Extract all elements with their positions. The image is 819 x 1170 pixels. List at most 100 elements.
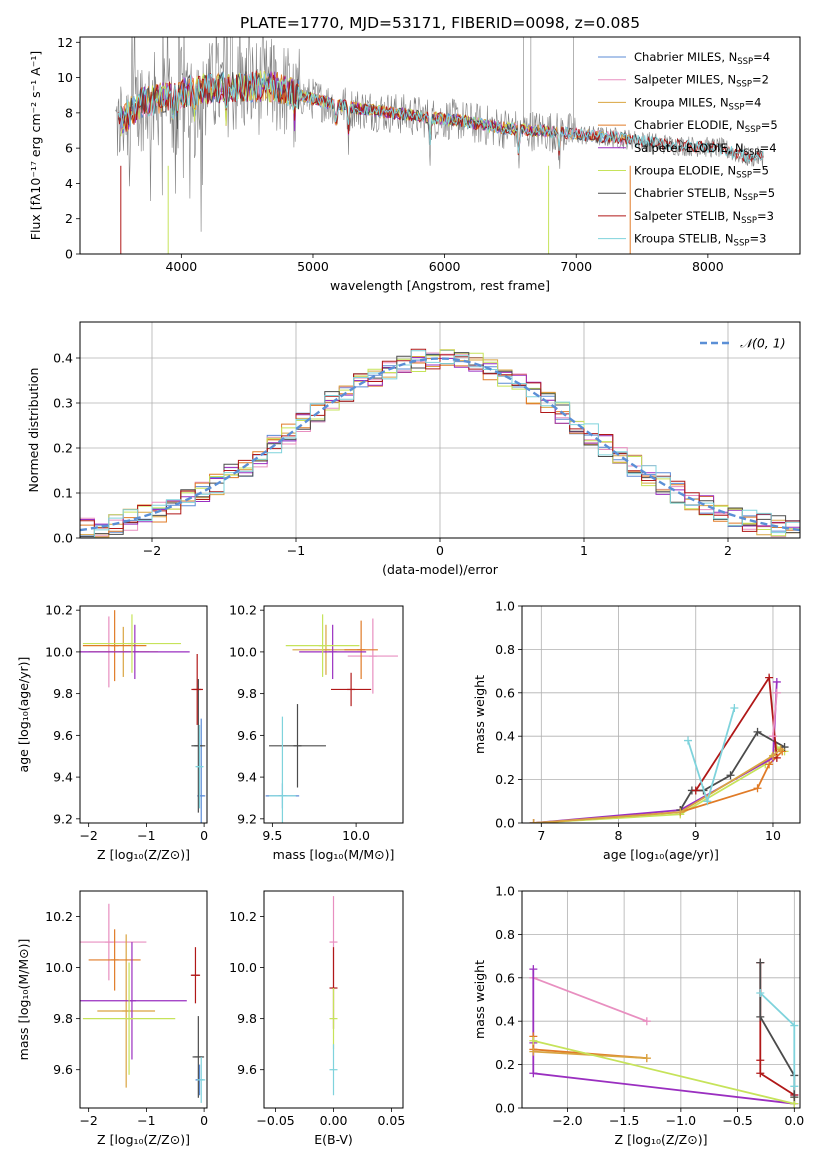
- x-tick-label: −1.5: [609, 1113, 639, 1128]
- x-tick-label: −1.0: [666, 1113, 696, 1128]
- mass-weight-line: [532, 976, 648, 1023]
- legend-subscript: SSP: [729, 102, 745, 112]
- legend-text-tail: =4: [744, 95, 761, 109]
- age-vs-mass-panel: 9.5 10.0 9.2 9.4 9.6 9.8 10.0 10.2 mass [log₁₀(M…: [229, 603, 404, 862]
- x-axis-label: mass [log₁₀(M/M⊙)]: [273, 847, 395, 862]
- legend-subscript: SSP: [742, 193, 758, 203]
- mass-weight-marker: [529, 819, 538, 823]
- figure-title: PLATE=1770, MJD=53171, FIBERID=0098, z=0…: [240, 14, 640, 32]
- x-tick-label: −2: [143, 543, 161, 558]
- legend-text: Kroupa MILES, N: [634, 95, 729, 109]
- legend-entry: Chabrier MILES, NSSP=4: [634, 50, 770, 67]
- mass-weight-marker: [765, 673, 774, 682]
- y-tick-label: 0: [65, 247, 73, 262]
- y-tick-label: 9.4: [237, 770, 257, 785]
- mass-vs-metallicity-panel: −2 −1 0 9.6 9.8 10.0 10.2 Z [log₁₀(Z/Z⊙)] mass […: [16, 890, 208, 1147]
- x-tick-label: 9: [692, 828, 700, 843]
- legend-text-tail: =3: [757, 209, 774, 223]
- mass-weight-line: [533, 748, 782, 823]
- legend-entry: Chabrier ELODIE, NSSP=5: [634, 118, 778, 135]
- x-axis-label: Z [log₁₀(Z/Z⊙)]: [615, 1132, 708, 1147]
- y-tick-label: 0.4: [53, 351, 73, 366]
- y-tick-label: 0.0: [53, 531, 73, 546]
- legend-text-tail: =5: [752, 164, 769, 178]
- mass-weight-line: [772, 692, 778, 737]
- legend-entry: Kroupa ELODIE, NSSP=5: [634, 164, 769, 181]
- plot-area: [265, 614, 398, 823]
- grid: [522, 890, 800, 1109]
- mass-weight-line: [533, 681, 778, 823]
- x-tick-label: 8000: [692, 259, 724, 274]
- y-tick-label: 0.2: [53, 441, 73, 456]
- legend-subscript: SSP: [736, 80, 752, 90]
- y-tick-label: 4: [65, 176, 73, 191]
- y-tick-label: 0.6: [495, 685, 515, 700]
- mass-weight-marker: [730, 703, 739, 712]
- y-tick-label: 2: [65, 211, 73, 226]
- x-tick-label: 1: [580, 543, 588, 558]
- y-axis-label: Flux [fλ10⁻¹⁷ erg cm⁻² s⁻¹ A⁻¹]: [28, 51, 43, 240]
- mass-weight-marker: [703, 797, 712, 806]
- mass-weight-line: [759, 962, 795, 1096]
- mass-weight-marker: [790, 1082, 799, 1091]
- x-tick-label: −1: [137, 828, 155, 843]
- y-tick-label: 0.3: [53, 396, 73, 411]
- plot-area: [529, 673, 789, 823]
- mass-weight-marker: [756, 1012, 765, 1021]
- mass-weight-marker: [790, 1021, 799, 1030]
- y-tick-label: 9.6: [53, 728, 73, 743]
- x-tick-label: 0: [200, 1113, 208, 1128]
- legend-text: Salpeter STELIB, N: [634, 209, 741, 223]
- y-tick-label: 1.0: [495, 884, 515, 899]
- y-axis-label: mass weight: [472, 960, 487, 1039]
- mass-weight-marker: [768, 732, 777, 741]
- x-axis-label: (data-model)/error: [382, 562, 499, 577]
- mass-weight-marker: [756, 988, 765, 997]
- mass-weight-marker: [529, 1036, 538, 1045]
- y-tick-label: 9.8: [237, 686, 257, 701]
- y-tick-label: 10.2: [45, 909, 73, 924]
- y-tick-label: 10.0: [229, 960, 257, 975]
- mass-weight-marker: [756, 958, 765, 967]
- legend-text: Kroupa ELODIE, N: [634, 164, 736, 178]
- legend-entry: Salpeter ELODIE, NSSP=4: [634, 141, 777, 158]
- legend-text: Chabrier STELIB, N: [634, 186, 742, 200]
- mass-weight-marker: [776, 745, 785, 754]
- x-axis-label: E(B-V): [314, 1132, 353, 1147]
- mass-weight-marker: [756, 1069, 765, 1078]
- x-tick-label: 0.05: [377, 1113, 405, 1128]
- y-tick-label: 9.8: [53, 686, 73, 701]
- legend-subscript: SSP: [734, 239, 750, 249]
- x-axis-label: wavelength [Angstrom, rest frame]: [330, 278, 550, 293]
- x-tick-label: 10.0: [342, 828, 370, 843]
- mass-weight-marker: [753, 727, 762, 736]
- y-tick-label: 9.6: [53, 1062, 73, 1077]
- x-tick-label: 0.0: [784, 1113, 804, 1128]
- y-tick-label: 0.4: [495, 729, 515, 744]
- axes-frame: [263, 605, 404, 824]
- legend-text: Salpeter MILES, N: [634, 73, 736, 87]
- legend-entry: Salpeter STELIB, NSSP=3: [634, 209, 774, 226]
- mass-weight-marker: [756, 1056, 765, 1065]
- mass-weight-marker: [642, 1017, 651, 1026]
- x-tick-label: −0.05: [256, 1113, 294, 1128]
- legend-text-tail: =4: [753, 50, 770, 64]
- plot-area: [80, 348, 800, 538]
- y-tick-label: 10: [57, 70, 73, 85]
- legend-entry: 𝒩(0, 1): [740, 336, 786, 351]
- y-tick-label: 9.2: [53, 811, 73, 826]
- y-axis-label: mass weight: [472, 675, 487, 754]
- y-tick-label: 9.6: [237, 1062, 257, 1077]
- legend-entry: Kroupa STELIB, NSSP=3: [634, 232, 766, 249]
- y-tick-label: 10.2: [45, 603, 73, 618]
- mass-weight-marker: [529, 1069, 538, 1078]
- mass-weight-marker: [790, 1093, 799, 1102]
- legend-text: Chabrier ELODIE, N: [634, 118, 745, 132]
- residual-histogram-panel: −2 −1 0 1 2 0.0 0.1 0.2 0.3 0.4 (data-model)/error…: [26, 321, 801, 577]
- x-tick-label: 7000: [560, 259, 592, 274]
- legend-text: Salpeter ELODIE, N: [634, 141, 744, 155]
- x-tick-label: −0.5: [722, 1113, 752, 1128]
- axes-frame: [521, 605, 801, 824]
- plot-area: [329, 896, 338, 1096]
- x-tick-label: −2: [79, 1113, 97, 1128]
